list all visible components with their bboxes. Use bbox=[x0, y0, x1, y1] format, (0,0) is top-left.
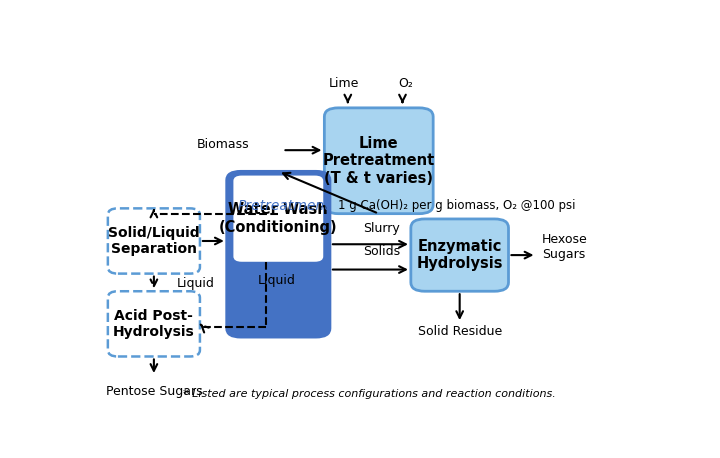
Text: Lime: Lime bbox=[329, 77, 359, 90]
Text: Solid/Liquid
Separation: Solid/Liquid Separation bbox=[108, 226, 199, 256]
Text: Lime
Pretreatment
(T & t varies): Lime Pretreatment (T & t varies) bbox=[323, 136, 435, 185]
Text: Solid Residue: Solid Residue bbox=[418, 325, 502, 338]
FancyBboxPatch shape bbox=[324, 108, 433, 213]
Text: Liquid: Liquid bbox=[258, 274, 295, 287]
FancyBboxPatch shape bbox=[227, 171, 330, 337]
Text: Pretreatment: Pretreatment bbox=[238, 199, 330, 213]
FancyBboxPatch shape bbox=[233, 175, 323, 262]
FancyBboxPatch shape bbox=[411, 219, 508, 291]
Text: Pentose Sugars: Pentose Sugars bbox=[106, 385, 202, 398]
Text: Enzymatic
Hydrolysis: Enzymatic Hydrolysis bbox=[416, 239, 503, 271]
Text: Slurry: Slurry bbox=[364, 222, 400, 235]
Text: Liquid: Liquid bbox=[176, 277, 215, 290]
Text: Biomass: Biomass bbox=[197, 138, 249, 152]
FancyBboxPatch shape bbox=[108, 291, 200, 356]
Text: Acid Post-
Hydrolysis: Acid Post- Hydrolysis bbox=[113, 309, 195, 339]
Text: O₂: O₂ bbox=[398, 77, 413, 90]
Text: Water Wash
(Conditioning): Water Wash (Conditioning) bbox=[219, 202, 338, 235]
Text: 1 g Ca(OH)₂ per g biomass, O₂ @100 psi: 1 g Ca(OH)₂ per g biomass, O₂ @100 psi bbox=[338, 199, 576, 213]
Text: Solids: Solids bbox=[364, 245, 400, 258]
Text: * Listed are typical process configurations and reaction conditions.: * Listed are typical process configurati… bbox=[183, 388, 555, 398]
Text: Hexose
Sugars: Hexose Sugars bbox=[542, 233, 588, 261]
FancyBboxPatch shape bbox=[108, 208, 200, 273]
